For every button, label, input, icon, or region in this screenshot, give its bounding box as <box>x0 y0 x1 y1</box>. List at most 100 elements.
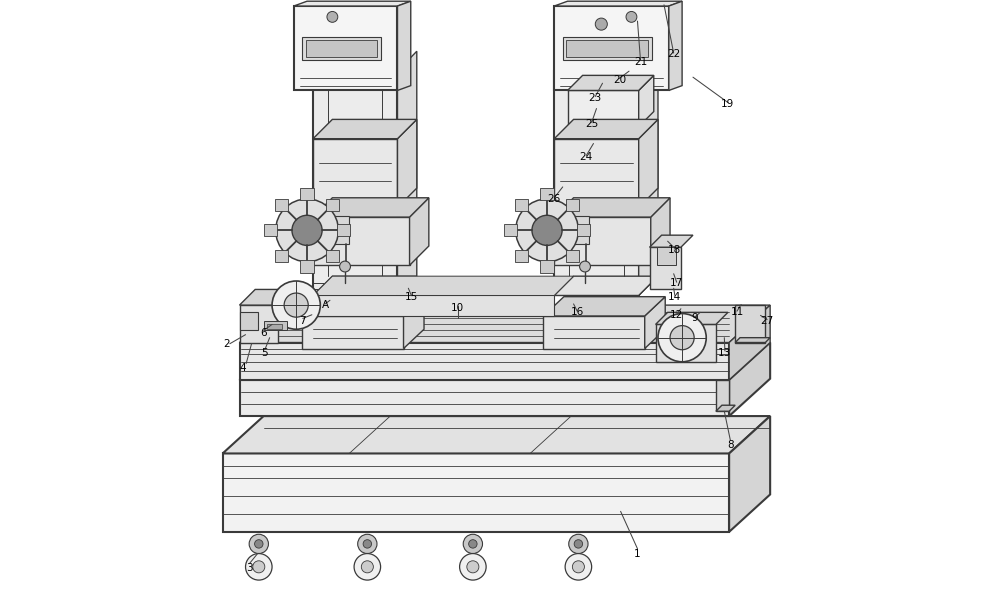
Bar <box>306 40 377 57</box>
Polygon shape <box>540 188 554 200</box>
Polygon shape <box>729 416 770 532</box>
Text: 15: 15 <box>405 292 418 302</box>
Circle shape <box>572 561 584 573</box>
Text: 19: 19 <box>721 99 735 109</box>
Polygon shape <box>650 235 693 247</box>
Text: 27: 27 <box>761 316 774 326</box>
Circle shape <box>467 561 479 573</box>
Polygon shape <box>240 380 729 416</box>
Polygon shape <box>554 216 589 244</box>
Text: 9: 9 <box>691 314 698 323</box>
Circle shape <box>253 561 265 573</box>
Polygon shape <box>554 1 682 6</box>
Polygon shape <box>240 343 729 380</box>
Text: 5: 5 <box>262 348 268 358</box>
Polygon shape <box>716 380 729 411</box>
Polygon shape <box>554 71 639 295</box>
Circle shape <box>658 314 706 362</box>
Text: 11: 11 <box>730 308 744 317</box>
Polygon shape <box>735 338 770 343</box>
Circle shape <box>574 540 583 548</box>
Polygon shape <box>554 119 658 139</box>
Circle shape <box>292 215 322 245</box>
Polygon shape <box>240 343 770 380</box>
Polygon shape <box>275 250 288 262</box>
Text: 16: 16 <box>571 308 584 317</box>
Polygon shape <box>657 247 676 265</box>
Polygon shape <box>313 198 429 217</box>
Circle shape <box>361 561 373 573</box>
Polygon shape <box>275 199 288 211</box>
Circle shape <box>246 554 272 580</box>
Polygon shape <box>566 250 579 262</box>
Polygon shape <box>656 324 716 362</box>
Polygon shape <box>326 250 339 262</box>
Circle shape <box>469 540 477 548</box>
Polygon shape <box>568 90 639 127</box>
Circle shape <box>272 281 320 329</box>
Polygon shape <box>669 1 682 90</box>
Text: 8: 8 <box>727 440 734 450</box>
Polygon shape <box>294 1 411 6</box>
Polygon shape <box>313 139 397 207</box>
Polygon shape <box>223 453 729 532</box>
Text: 6: 6 <box>260 328 267 338</box>
Text: 25: 25 <box>585 119 598 128</box>
Text: 14: 14 <box>668 292 681 302</box>
Polygon shape <box>264 224 277 236</box>
Polygon shape <box>515 250 528 262</box>
Polygon shape <box>240 312 258 330</box>
Polygon shape <box>554 276 658 295</box>
Circle shape <box>516 199 578 262</box>
Bar <box>566 40 648 57</box>
Circle shape <box>595 18 607 30</box>
Text: 23: 23 <box>589 93 602 103</box>
Polygon shape <box>645 297 665 349</box>
Polygon shape <box>504 224 517 236</box>
Polygon shape <box>300 260 314 273</box>
Bar <box>302 37 381 60</box>
Polygon shape <box>313 276 574 295</box>
Polygon shape <box>313 295 554 316</box>
Polygon shape <box>639 119 658 207</box>
Polygon shape <box>404 297 424 349</box>
Circle shape <box>276 199 338 262</box>
Circle shape <box>255 540 263 548</box>
Polygon shape <box>302 297 424 316</box>
Bar <box>264 321 287 330</box>
Text: 2: 2 <box>224 339 230 349</box>
Polygon shape <box>313 71 397 295</box>
Polygon shape <box>240 305 770 343</box>
Polygon shape <box>397 1 411 90</box>
Polygon shape <box>650 247 681 289</box>
Polygon shape <box>300 188 314 200</box>
Circle shape <box>340 261 350 272</box>
Polygon shape <box>554 198 670 217</box>
Circle shape <box>565 554 592 580</box>
Text: 20: 20 <box>613 75 626 84</box>
Text: 10: 10 <box>451 303 464 312</box>
Circle shape <box>284 293 308 317</box>
Polygon shape <box>568 75 654 90</box>
Circle shape <box>249 534 268 554</box>
Polygon shape <box>326 199 339 211</box>
Text: 22: 22 <box>667 49 680 59</box>
Text: 7: 7 <box>300 316 306 326</box>
Polygon shape <box>554 139 639 207</box>
Polygon shape <box>543 316 645 349</box>
Polygon shape <box>337 224 350 236</box>
Polygon shape <box>716 405 735 411</box>
Bar <box>267 324 282 329</box>
Polygon shape <box>729 305 770 380</box>
Circle shape <box>358 534 377 554</box>
Circle shape <box>460 554 486 580</box>
Circle shape <box>670 326 694 350</box>
Polygon shape <box>554 217 651 265</box>
Text: 26: 26 <box>548 194 561 204</box>
Circle shape <box>354 554 381 580</box>
Text: 12: 12 <box>670 311 683 320</box>
Text: 21: 21 <box>634 57 647 66</box>
Polygon shape <box>240 305 278 343</box>
Text: 17: 17 <box>670 279 683 288</box>
Polygon shape <box>313 276 417 295</box>
